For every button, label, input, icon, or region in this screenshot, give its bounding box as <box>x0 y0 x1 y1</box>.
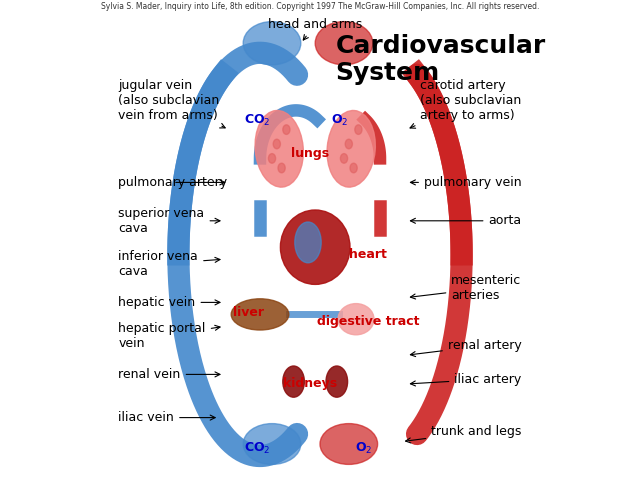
Ellipse shape <box>255 110 303 187</box>
Text: iliac vein: iliac vein <box>118 411 215 424</box>
Text: liver: liver <box>232 305 264 319</box>
Ellipse shape <box>320 423 378 465</box>
Ellipse shape <box>327 110 375 187</box>
Text: jugular vein
(also subclavian
vein from arms): jugular vein (also subclavian vein from … <box>118 79 225 128</box>
Ellipse shape <box>350 163 357 173</box>
Ellipse shape <box>283 125 290 134</box>
Text: renal artery: renal artery <box>410 339 522 357</box>
Ellipse shape <box>345 139 353 149</box>
Ellipse shape <box>315 22 372 65</box>
Text: Sylvia S. Mader, Inquiry into Life, 8th edition. Copyright 1997 The McGraw-Hill : Sylvia S. Mader, Inquiry into Life, 8th … <box>101 2 539 12</box>
Text: Cardiovascular
System: Cardiovascular System <box>335 34 545 85</box>
Ellipse shape <box>355 125 362 134</box>
Text: head and arms: head and arms <box>268 18 362 40</box>
Ellipse shape <box>273 139 280 149</box>
Ellipse shape <box>283 366 305 397</box>
Text: O$_2$: O$_2$ <box>355 441 372 456</box>
Ellipse shape <box>295 222 321 263</box>
Text: CO$_2$: CO$_2$ <box>244 112 271 128</box>
Text: trunk and legs: trunk and legs <box>406 425 522 443</box>
Ellipse shape <box>340 154 348 163</box>
Text: digestive tract: digestive tract <box>317 315 419 328</box>
Ellipse shape <box>338 304 374 335</box>
Text: inferior vena
cava: inferior vena cava <box>118 250 220 278</box>
Text: heart: heart <box>349 248 387 261</box>
Text: iliac artery: iliac artery <box>410 372 522 386</box>
Text: pulmonary vein: pulmonary vein <box>410 176 522 189</box>
Text: kidneys: kidneys <box>284 377 337 391</box>
Text: mesenteric
arteries: mesenteric arteries <box>410 274 522 302</box>
Text: pulmonary artery: pulmonary artery <box>118 176 228 189</box>
Text: CO$_2$: CO$_2$ <box>244 441 271 456</box>
Text: superior vena
cava: superior vena cava <box>118 207 220 235</box>
Ellipse shape <box>243 22 301 65</box>
Ellipse shape <box>326 366 348 397</box>
Ellipse shape <box>243 423 301 465</box>
Text: carotid artery
(also subclavian
artery to arms): carotid artery (also subclavian artery t… <box>410 79 522 128</box>
Ellipse shape <box>280 210 350 284</box>
Text: renal vein: renal vein <box>118 368 220 381</box>
Ellipse shape <box>278 163 285 173</box>
Text: hepatic portal
vein: hepatic portal vein <box>118 322 220 350</box>
Text: aorta: aorta <box>410 214 522 228</box>
Text: hepatic vein: hepatic vein <box>118 296 220 309</box>
Ellipse shape <box>231 299 289 330</box>
Ellipse shape <box>268 154 276 163</box>
Text: O$_2$: O$_2$ <box>330 112 348 128</box>
Text: lungs: lungs <box>291 147 330 160</box>
